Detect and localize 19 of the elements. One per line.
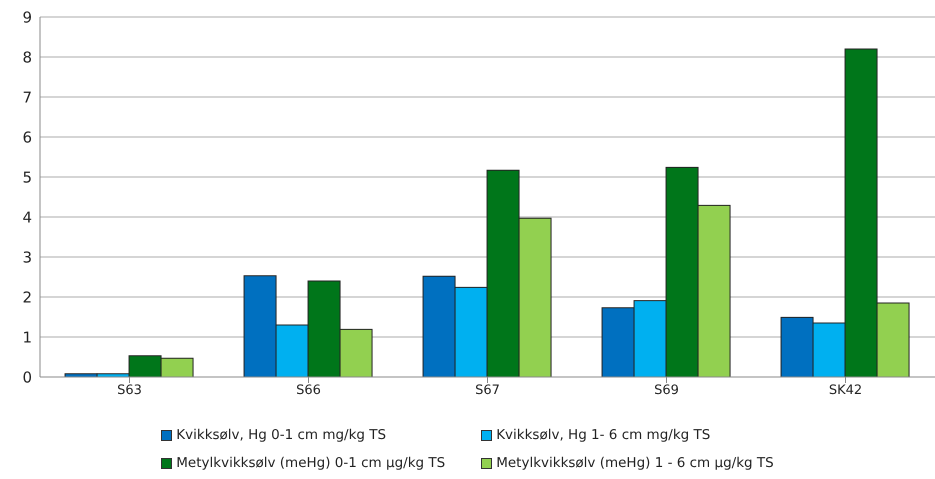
y-tick-label: 1 bbox=[22, 328, 32, 346]
y-tick-label: 6 bbox=[22, 128, 32, 146]
y-tick-label: 0 bbox=[22, 368, 32, 386]
y-tick-label: 4 bbox=[22, 208, 32, 226]
x-tick-label: S66 bbox=[296, 383, 321, 398]
legend-label: Metylkvikksølv (meHg) 0-1 cm µg/kg TS bbox=[176, 455, 446, 471]
x-tick-label: S63 bbox=[117, 383, 142, 398]
x-tick-label: S67 bbox=[475, 383, 500, 398]
legend-label: Metylkvikksølv (meHg) 1 - 6 cm µg/kg TS bbox=[496, 455, 774, 471]
y-tick-label: 3 bbox=[22, 248, 32, 266]
y-tick-label: 5 bbox=[22, 168, 32, 186]
legend-label: Kvikksølv, Hg 1- 6 cm mg/kg TS bbox=[496, 427, 710, 443]
y-tick-label: 9 bbox=[22, 8, 32, 26]
legend-label: Kvikksølv, Hg 0-1 cm mg/kg TS bbox=[176, 427, 386, 443]
x-tick-label: SK42 bbox=[828, 383, 862, 398]
y-tick-label: 2 bbox=[22, 288, 32, 306]
y-tick-label: 7 bbox=[22, 88, 32, 106]
y-tick-label: 8 bbox=[22, 48, 32, 66]
x-tick-label: S69 bbox=[654, 383, 679, 398]
